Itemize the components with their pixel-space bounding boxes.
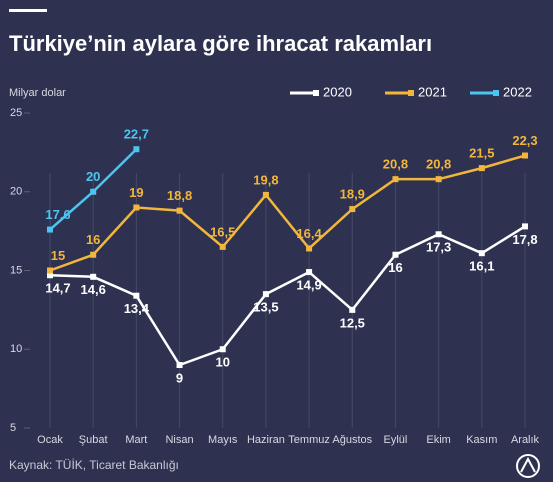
legend-label: 2021 <box>418 84 447 99</box>
value-label: 17,3 <box>426 240 451 255</box>
x-tick-label: Aralık <box>511 434 540 446</box>
point <box>306 269 313 276</box>
point <box>478 250 485 257</box>
y-axis-label: Milyar dolar <box>9 87 66 99</box>
point <box>435 231 442 238</box>
value-label: 17,8 <box>512 232 537 247</box>
y-tick-label: 10 <box>10 343 22 355</box>
y-tick-label: 20 <box>10 186 22 198</box>
y-tick-label: 25 <box>10 107 22 119</box>
point <box>219 243 226 250</box>
value-label: 22,3 <box>512 133 537 148</box>
value-label: 15 <box>51 248 65 263</box>
value-label: 16,4 <box>296 226 322 241</box>
point <box>306 245 313 252</box>
value-label: 17,6 <box>45 207 70 222</box>
value-label: 16,5 <box>210 224 235 239</box>
value-label: 14,6 <box>81 282 106 297</box>
series-line <box>49 225 526 367</box>
point <box>478 165 485 172</box>
value-label: 18,9 <box>340 187 365 202</box>
series-line <box>49 154 526 272</box>
point <box>435 176 442 183</box>
x-tick-label: Temmuz <box>288 434 330 446</box>
value-label: 14,9 <box>296 278 321 293</box>
value-label: 10 <box>215 355 229 370</box>
point <box>262 291 269 298</box>
point <box>392 251 399 258</box>
value-label: 22,7 <box>124 127 149 142</box>
y-tick-label: 5 <box>10 422 16 434</box>
value-label: 16 <box>388 260 402 275</box>
point <box>47 267 53 274</box>
value-label: 20,8 <box>426 157 451 172</box>
value-label: 14,7 <box>45 281 70 296</box>
x-tick-label: Eylül <box>384 434 408 446</box>
value-label: 13,5 <box>253 300 278 315</box>
point <box>262 191 269 198</box>
point <box>522 223 528 230</box>
point <box>90 273 97 280</box>
point <box>349 306 356 313</box>
value-label: 21,5 <box>469 146 494 161</box>
value-label: 16 <box>86 232 100 247</box>
value-label: 19,8 <box>253 172 278 187</box>
value-label: 16,1 <box>469 259 494 274</box>
legend-marker <box>408 90 414 96</box>
value-label: 12,5 <box>340 315 365 330</box>
x-tick-label: Mayıs <box>208 434 238 446</box>
x-tick-label: Mart <box>125 434 147 446</box>
value-label: 20 <box>86 169 100 184</box>
point <box>47 226 53 233</box>
point <box>176 362 183 368</box>
x-tick-label: Nisan <box>165 434 193 446</box>
point <box>90 251 97 258</box>
legend-marker <box>493 90 499 96</box>
value-label: 20,8 <box>383 157 408 172</box>
value-label: 19 <box>129 185 143 200</box>
point <box>133 146 140 153</box>
value-label: 9 <box>176 370 183 385</box>
x-tick-label: Haziran <box>247 434 285 446</box>
point <box>90 188 97 195</box>
legend-label: 2022 <box>503 84 532 99</box>
value-label: 13,4 <box>124 301 150 316</box>
source: Kaynak: TÜİK, Ticaret Bakanlığı <box>9 458 179 472</box>
x-tick-label: Ağustos <box>332 434 372 446</box>
accent-bar <box>9 9 47 12</box>
point <box>219 346 226 353</box>
logo <box>516 454 540 478</box>
point <box>133 204 140 211</box>
y-tick-label: 15 <box>10 264 22 276</box>
point <box>133 292 140 299</box>
legend-marker <box>313 90 319 96</box>
x-tick-label: Şubat <box>79 434 108 446</box>
chart-title: Türkiye’nin aylara göre ihracat rakamlar… <box>9 31 432 56</box>
x-tick-label: Kasım <box>466 434 497 446</box>
legend-label: 2020 <box>323 84 352 99</box>
point <box>392 176 399 183</box>
x-tick-label: Ocak <box>37 434 63 446</box>
point <box>47 272 53 279</box>
point <box>522 152 528 159</box>
x-tick-label: Ekim <box>426 434 450 446</box>
value-label: 18,8 <box>167 188 192 203</box>
point <box>349 206 356 213</box>
point <box>176 207 183 214</box>
